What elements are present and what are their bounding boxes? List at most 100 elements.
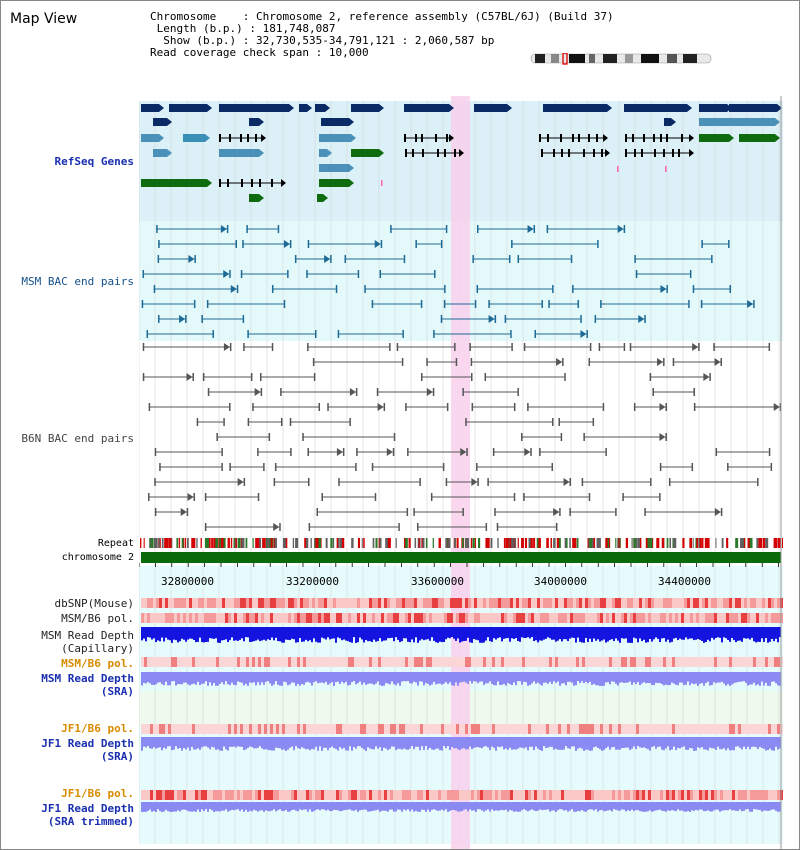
- heat-cell: [258, 724, 261, 734]
- heat-cell: [438, 724, 441, 734]
- read-depth-bar: [625, 627, 627, 639]
- read-depth-bar: [313, 672, 315, 683]
- heat-cell: [660, 724, 663, 734]
- read-depth-bar: [307, 627, 309, 642]
- read-depth-bar: [697, 627, 699, 640]
- bac-end-pair-cap: [470, 358, 473, 366]
- heat-cell: [186, 724, 189, 734]
- bac-end-pair-cap: [649, 373, 652, 381]
- heat-cell: [750, 613, 753, 623]
- read-depth-bar: [241, 672, 243, 683]
- read-depth-bar: [471, 802, 473, 811]
- read-depth-bar: [189, 672, 191, 686]
- heat-cell: [534, 790, 537, 800]
- gene-exon: [572, 134, 574, 142]
- heat-cell: [258, 598, 261, 608]
- heat-cell: [417, 598, 420, 608]
- read-depth-bar: [483, 627, 485, 643]
- read-depth-bar: [217, 737, 219, 750]
- read-depth-bar: [161, 627, 163, 638]
- read-depth-bar: [199, 627, 201, 638]
- heat-cell: [225, 613, 228, 623]
- bac-end-arrow: [556, 358, 563, 366]
- read-depth-bar: [711, 802, 713, 812]
- read-depth-bar: [453, 737, 455, 749]
- read-depth-bar: [487, 737, 489, 748]
- heat-cell: [630, 613, 633, 623]
- heat-cell: [690, 790, 693, 800]
- bac-end-pair-cap: [154, 478, 156, 486]
- heat-cell: [474, 724, 477, 734]
- heat-cell: [777, 790, 780, 800]
- heat-cell: [426, 724, 429, 734]
- chromosome-ideogram[interactable]: [529, 53, 715, 65]
- heat-cell: [594, 724, 597, 734]
- read-depth-bar: [565, 737, 567, 747]
- heat-cell: [234, 613, 237, 623]
- read-depth-bar: [347, 672, 349, 686]
- heat-cell: [771, 657, 774, 667]
- read-depth-bar: [613, 737, 615, 747]
- repeat-element: [387, 538, 391, 548]
- bac-end-pair-cap: [715, 448, 718, 456]
- gene-block: [321, 118, 349, 126]
- heat-cell: [156, 598, 159, 608]
- heat-cell: [345, 613, 348, 623]
- read-depth-bar: [673, 737, 675, 747]
- read-depth-bar: [333, 802, 335, 810]
- read-depth-bar: [451, 672, 453, 686]
- gene-strand-arrow: [379, 104, 384, 112]
- repeat-element: [425, 538, 428, 548]
- bac-end-pair-cap: [294, 255, 297, 263]
- read-depth-bar: [217, 672, 219, 686]
- read-depth-bar: [267, 737, 269, 750]
- heat-cell: [150, 724, 153, 734]
- heat-cell: [654, 657, 657, 667]
- heat-cell: [663, 790, 666, 800]
- bac-end-pair-cap: [693, 403, 696, 411]
- repeat-element: [212, 538, 214, 548]
- read-depth-bar: [571, 802, 573, 810]
- read-depth-bar: [349, 672, 351, 685]
- bac-end-pair-cap: [380, 240, 383, 248]
- heat-cell: [222, 613, 225, 623]
- heat-cell: [477, 657, 480, 667]
- heat-cell: [285, 598, 288, 608]
- read-depth-bar: [767, 627, 769, 643]
- repeat-element: [698, 538, 700, 548]
- read-depth-bar: [435, 672, 437, 685]
- read-depth-bar: [431, 802, 433, 810]
- read-depth-bar: [269, 672, 271, 684]
- read-depth-bar: [485, 802, 487, 811]
- heat-cell: [669, 657, 672, 667]
- gene-strand-arrow: [349, 118, 354, 126]
- read-depth-bar: [299, 802, 301, 810]
- heat-cell: [441, 598, 444, 608]
- heat-cell: [366, 598, 369, 608]
- read-depth-bar: [221, 737, 223, 751]
- read-depth-bar: [545, 672, 547, 683]
- read-depth-bar: [605, 802, 607, 811]
- repeat-element: [230, 538, 233, 548]
- read-depth-bar: [711, 737, 713, 749]
- read-depth-bar: [619, 737, 621, 750]
- read-depth-bar: [199, 672, 201, 685]
- heat-cell: [276, 724, 279, 734]
- read-depth-bar: [429, 672, 431, 686]
- heat-cell: [768, 724, 771, 734]
- repeat-element: [223, 538, 226, 548]
- heat-cell: [408, 657, 411, 667]
- bac-end-arrow: [426, 388, 433, 396]
- repeat-element: [707, 538, 710, 548]
- genome-map-canvas[interactable]: [139, 96, 783, 849]
- heat-cell: [306, 724, 309, 734]
- heat-cell: [429, 598, 432, 608]
- bac-end-pair-cap: [154, 508, 157, 516]
- read-depth-bar: [149, 737, 151, 749]
- heat-cell: [264, 790, 267, 800]
- read-depth-bar: [329, 802, 331, 812]
- heat-cell: [318, 724, 321, 734]
- read-depth-bar: [637, 737, 639, 747]
- read-depth-bar: [225, 672, 227, 682]
- heat-cell: [369, 598, 372, 608]
